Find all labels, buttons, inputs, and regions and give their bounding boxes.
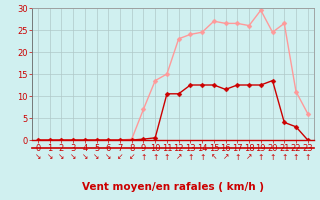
Text: ↘: ↘ [58, 153, 65, 162]
Text: ↑: ↑ [164, 153, 170, 162]
Text: ↘: ↘ [105, 153, 111, 162]
Text: ↘: ↘ [70, 153, 76, 162]
Text: ↑: ↑ [234, 153, 241, 162]
Text: ↘: ↘ [35, 153, 41, 162]
Text: ↑: ↑ [152, 153, 158, 162]
Text: ↘: ↘ [93, 153, 100, 162]
Text: ↑: ↑ [281, 153, 287, 162]
Text: ↗: ↗ [175, 153, 182, 162]
Text: ↑: ↑ [258, 153, 264, 162]
Text: ↙: ↙ [129, 153, 135, 162]
Text: ↑: ↑ [305, 153, 311, 162]
Text: ↑: ↑ [187, 153, 194, 162]
Text: ↘: ↘ [46, 153, 53, 162]
Text: Vent moyen/en rafales ( km/h ): Vent moyen/en rafales ( km/h ) [82, 182, 264, 192]
Text: ↑: ↑ [269, 153, 276, 162]
Text: ↙: ↙ [117, 153, 123, 162]
Text: ↖: ↖ [211, 153, 217, 162]
Text: ↑: ↑ [199, 153, 205, 162]
Text: ↘: ↘ [82, 153, 88, 162]
Text: ↗: ↗ [246, 153, 252, 162]
Text: ↑: ↑ [293, 153, 299, 162]
Text: ↗: ↗ [222, 153, 229, 162]
Text: ↑: ↑ [140, 153, 147, 162]
